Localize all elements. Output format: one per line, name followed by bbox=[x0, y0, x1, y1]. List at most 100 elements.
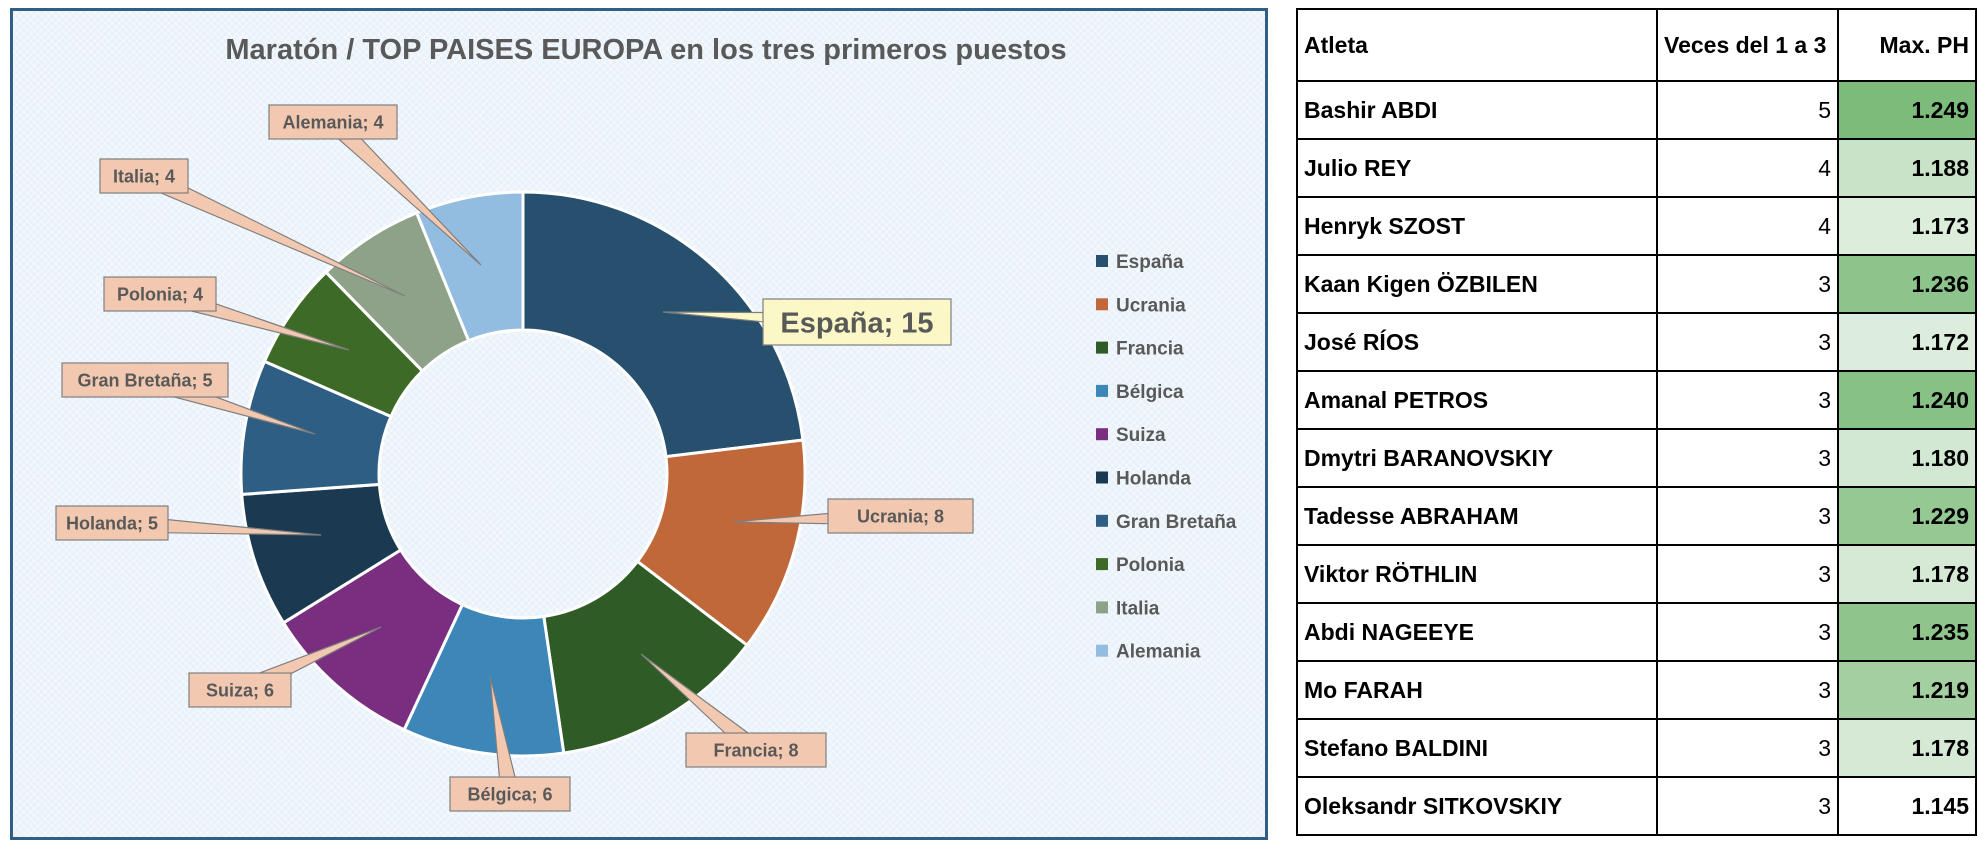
data-label-box bbox=[762, 298, 952, 346]
table-row: Amanal PETROS 3 1.240 bbox=[1296, 370, 1977, 430]
cell-veces: 3 bbox=[1656, 718, 1839, 778]
cell-atleta: Julio REY bbox=[1296, 138, 1658, 198]
cell-atleta: Oleksandr SITKOVSKIY bbox=[1296, 776, 1658, 836]
data-label-text: Francia; 8 bbox=[713, 740, 798, 760]
table-row: Tadesse ABRAHAM 3 1.229 bbox=[1296, 486, 1977, 546]
legend-item-4: Bélgica bbox=[1096, 382, 1184, 403]
data-label-text: España; 15 bbox=[780, 307, 933, 339]
athletes-table-panel: Atleta Veces del 1 a 3 Max. PH Bashir AB… bbox=[1296, 8, 1977, 836]
table-row: Kaan Kigen ÖZBILEN 3 1.236 bbox=[1296, 254, 1977, 314]
legend-item-5: Suiza bbox=[1096, 425, 1166, 446]
cell-max-ph: 1.180 bbox=[1837, 428, 1977, 488]
legend-label: Polonia bbox=[1116, 555, 1185, 576]
legend-label: Gran Bretaña bbox=[1116, 512, 1237, 533]
cell-atleta: Tadesse ABRAHAM bbox=[1296, 486, 1658, 546]
cell-max-ph: 1.178 bbox=[1837, 544, 1977, 604]
cell-atleta: Abdi NAGEEYE bbox=[1296, 602, 1658, 662]
header-atleta: Atleta bbox=[1296, 8, 1658, 82]
legend-label: Alemania bbox=[1116, 642, 1201, 663]
doughnut-chart: Maratón / TOP PAISES EUROPA en los tres … bbox=[55, 34, 1237, 812]
cell-max-ph: 1.236 bbox=[1837, 254, 1977, 314]
cell-veces: 4 bbox=[1656, 138, 1839, 198]
cell-veces: 3 bbox=[1656, 312, 1839, 372]
cell-atleta: Bashir ABDI bbox=[1296, 80, 1658, 140]
cell-max-ph: 1.145 bbox=[1837, 776, 1977, 836]
data-label-10: Alemania; 4 bbox=[268, 104, 398, 140]
legend-item-6: Holanda bbox=[1096, 469, 1191, 490]
cell-atleta: Dmytri BARANOVSKIY bbox=[1296, 428, 1658, 488]
legend-item-7: Gran Bretaña bbox=[1096, 512, 1237, 533]
cell-atleta: Viktor RÖTHLIN bbox=[1296, 544, 1658, 604]
data-label-text: Suiza; 6 bbox=[206, 680, 274, 700]
data-label-4: Bélgica; 6 bbox=[449, 776, 571, 812]
cell-veces: 4 bbox=[1656, 196, 1839, 256]
table-row: Abdi NAGEEYE 3 1.235 bbox=[1296, 602, 1977, 662]
data-label-5: Suiza; 6 bbox=[188, 672, 292, 708]
data-label-text: Polonia; 4 bbox=[117, 284, 203, 304]
cell-max-ph: 1.235 bbox=[1837, 602, 1977, 662]
data-label-box bbox=[268, 104, 398, 140]
legend-item-3: Francia bbox=[1096, 339, 1184, 360]
table-row: José RÍOS 3 1.172 bbox=[1296, 312, 1977, 372]
table-row: Julio REY 4 1.188 bbox=[1296, 138, 1977, 198]
legend-label: Bélgica bbox=[1116, 382, 1184, 403]
cell-max-ph: 1.219 bbox=[1837, 660, 1977, 720]
legend-swatch bbox=[1096, 255, 1108, 267]
doughnut-chart-panel: Maratón / TOP PAISES EUROPA en los tres … bbox=[10, 8, 1268, 840]
legend-label: España bbox=[1116, 252, 1184, 273]
cell-atleta: Mo FARAH bbox=[1296, 660, 1658, 720]
data-label-9: Italia; 4 bbox=[99, 158, 189, 194]
cell-veces: 3 bbox=[1656, 370, 1839, 430]
chart-title: Maratón / TOP PAISES EUROPA en los tres … bbox=[225, 34, 1066, 66]
data-label-box bbox=[827, 498, 974, 534]
legend-swatch bbox=[1096, 341, 1108, 354]
data-label-text: Ucrania; 8 bbox=[857, 506, 944, 526]
table-row: Stefano BALDINI 3 1.178 bbox=[1296, 718, 1977, 778]
data-label-text: Holanda; 5 bbox=[66, 513, 158, 533]
data-label-2: Ucrania; 8 bbox=[827, 498, 974, 534]
cell-max-ph: 1.173 bbox=[1837, 196, 1977, 256]
legend-label: Suiza bbox=[1116, 425, 1166, 446]
data-label-text: Italia; 4 bbox=[113, 166, 175, 186]
cell-atleta: Stefano BALDINI bbox=[1296, 718, 1658, 778]
cell-veces: 5 bbox=[1656, 80, 1839, 140]
cell-max-ph: 1.240 bbox=[1837, 370, 1977, 430]
table-row: Mo FARAH 3 1.219 bbox=[1296, 660, 1977, 720]
cell-max-ph: 1.178 bbox=[1837, 718, 1977, 778]
table-row: Dmytri BARANOVSKIY 3 1.180 bbox=[1296, 428, 1977, 488]
legend-label: Italia bbox=[1116, 598, 1160, 619]
athletes-table: Atleta Veces del 1 a 3 Max. PH Bashir AB… bbox=[1296, 8, 1977, 836]
legend-swatch bbox=[1096, 514, 1108, 527]
data-label-8: Polonia; 4 bbox=[103, 276, 217, 312]
cell-atleta: Henryk SZOST bbox=[1296, 196, 1658, 256]
cell-max-ph: 1.172 bbox=[1837, 312, 1977, 372]
data-label-box bbox=[103, 276, 217, 312]
legend-swatch bbox=[1096, 644, 1108, 657]
legend-swatch bbox=[1096, 384, 1108, 397]
legend-swatch bbox=[1096, 601, 1108, 614]
legend-item-2: Ucrania bbox=[1096, 295, 1186, 316]
doughnut-slice-1 bbox=[521, 190, 805, 459]
table-row: Oleksandr SITKOVSKIY 3 1.145 bbox=[1296, 776, 1977, 836]
table-row: Bashir ABDI 5 1.249 bbox=[1296, 80, 1977, 140]
legend-swatch bbox=[1096, 558, 1108, 571]
cell-max-ph: 1.249 bbox=[1837, 80, 1977, 140]
cell-atleta: Amanal PETROS bbox=[1296, 370, 1658, 430]
cell-max-ph: 1.229 bbox=[1837, 486, 1977, 546]
table-header-row: Atleta Veces del 1 a 3 Max. PH bbox=[1296, 8, 1977, 82]
data-label-box bbox=[685, 732, 827, 768]
legend-item-9: Italia bbox=[1096, 598, 1160, 619]
data-label-1: España; 15 bbox=[762, 298, 952, 346]
cell-atleta: José RÍOS bbox=[1296, 312, 1658, 372]
cell-veces: 3 bbox=[1656, 776, 1839, 836]
legend-swatch bbox=[1096, 471, 1108, 484]
legend-label: Ucrania bbox=[1116, 295, 1186, 316]
cell-veces: 3 bbox=[1656, 486, 1839, 546]
legend-label: Francia bbox=[1116, 339, 1184, 360]
legend-swatch bbox=[1096, 428, 1108, 441]
cell-veces: 3 bbox=[1656, 602, 1839, 662]
data-label-box bbox=[449, 776, 571, 812]
data-label-box bbox=[55, 505, 169, 541]
table-row: Viktor RÖTHLIN 3 1.178 bbox=[1296, 544, 1977, 604]
cell-veces: 3 bbox=[1656, 254, 1839, 314]
